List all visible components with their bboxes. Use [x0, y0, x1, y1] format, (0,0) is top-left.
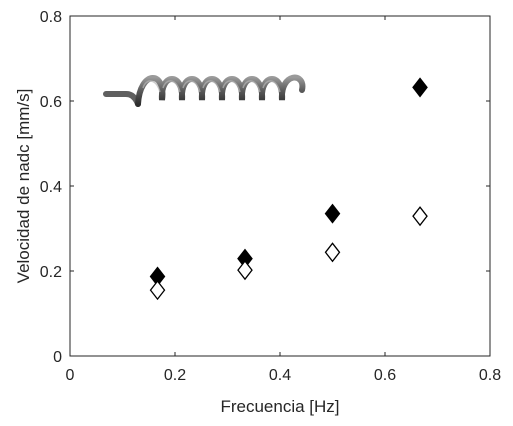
x-axis-label: Frecuencia [Hz] — [220, 397, 339, 416]
y-tick-label: 0 — [53, 349, 62, 366]
x-tick-label: 0.6 — [374, 367, 396, 384]
plot-area-frame — [70, 16, 490, 356]
x-tick-label: 0 — [66, 367, 75, 384]
x-tick-label: 0.4 — [269, 367, 291, 384]
y-tick-label: 0.8 — [40, 9, 62, 26]
y-axis-label: Velocidad de nadc [mm/s] — [14, 89, 33, 284]
y-tick-label: 0.4 — [40, 179, 62, 196]
y-tick-label: 0.6 — [40, 94, 62, 111]
x-tick-label: 0.2 — [164, 367, 186, 384]
x-tick-label: 0.8 — [479, 367, 501, 384]
y-tick-label: 0.2 — [40, 264, 62, 281]
